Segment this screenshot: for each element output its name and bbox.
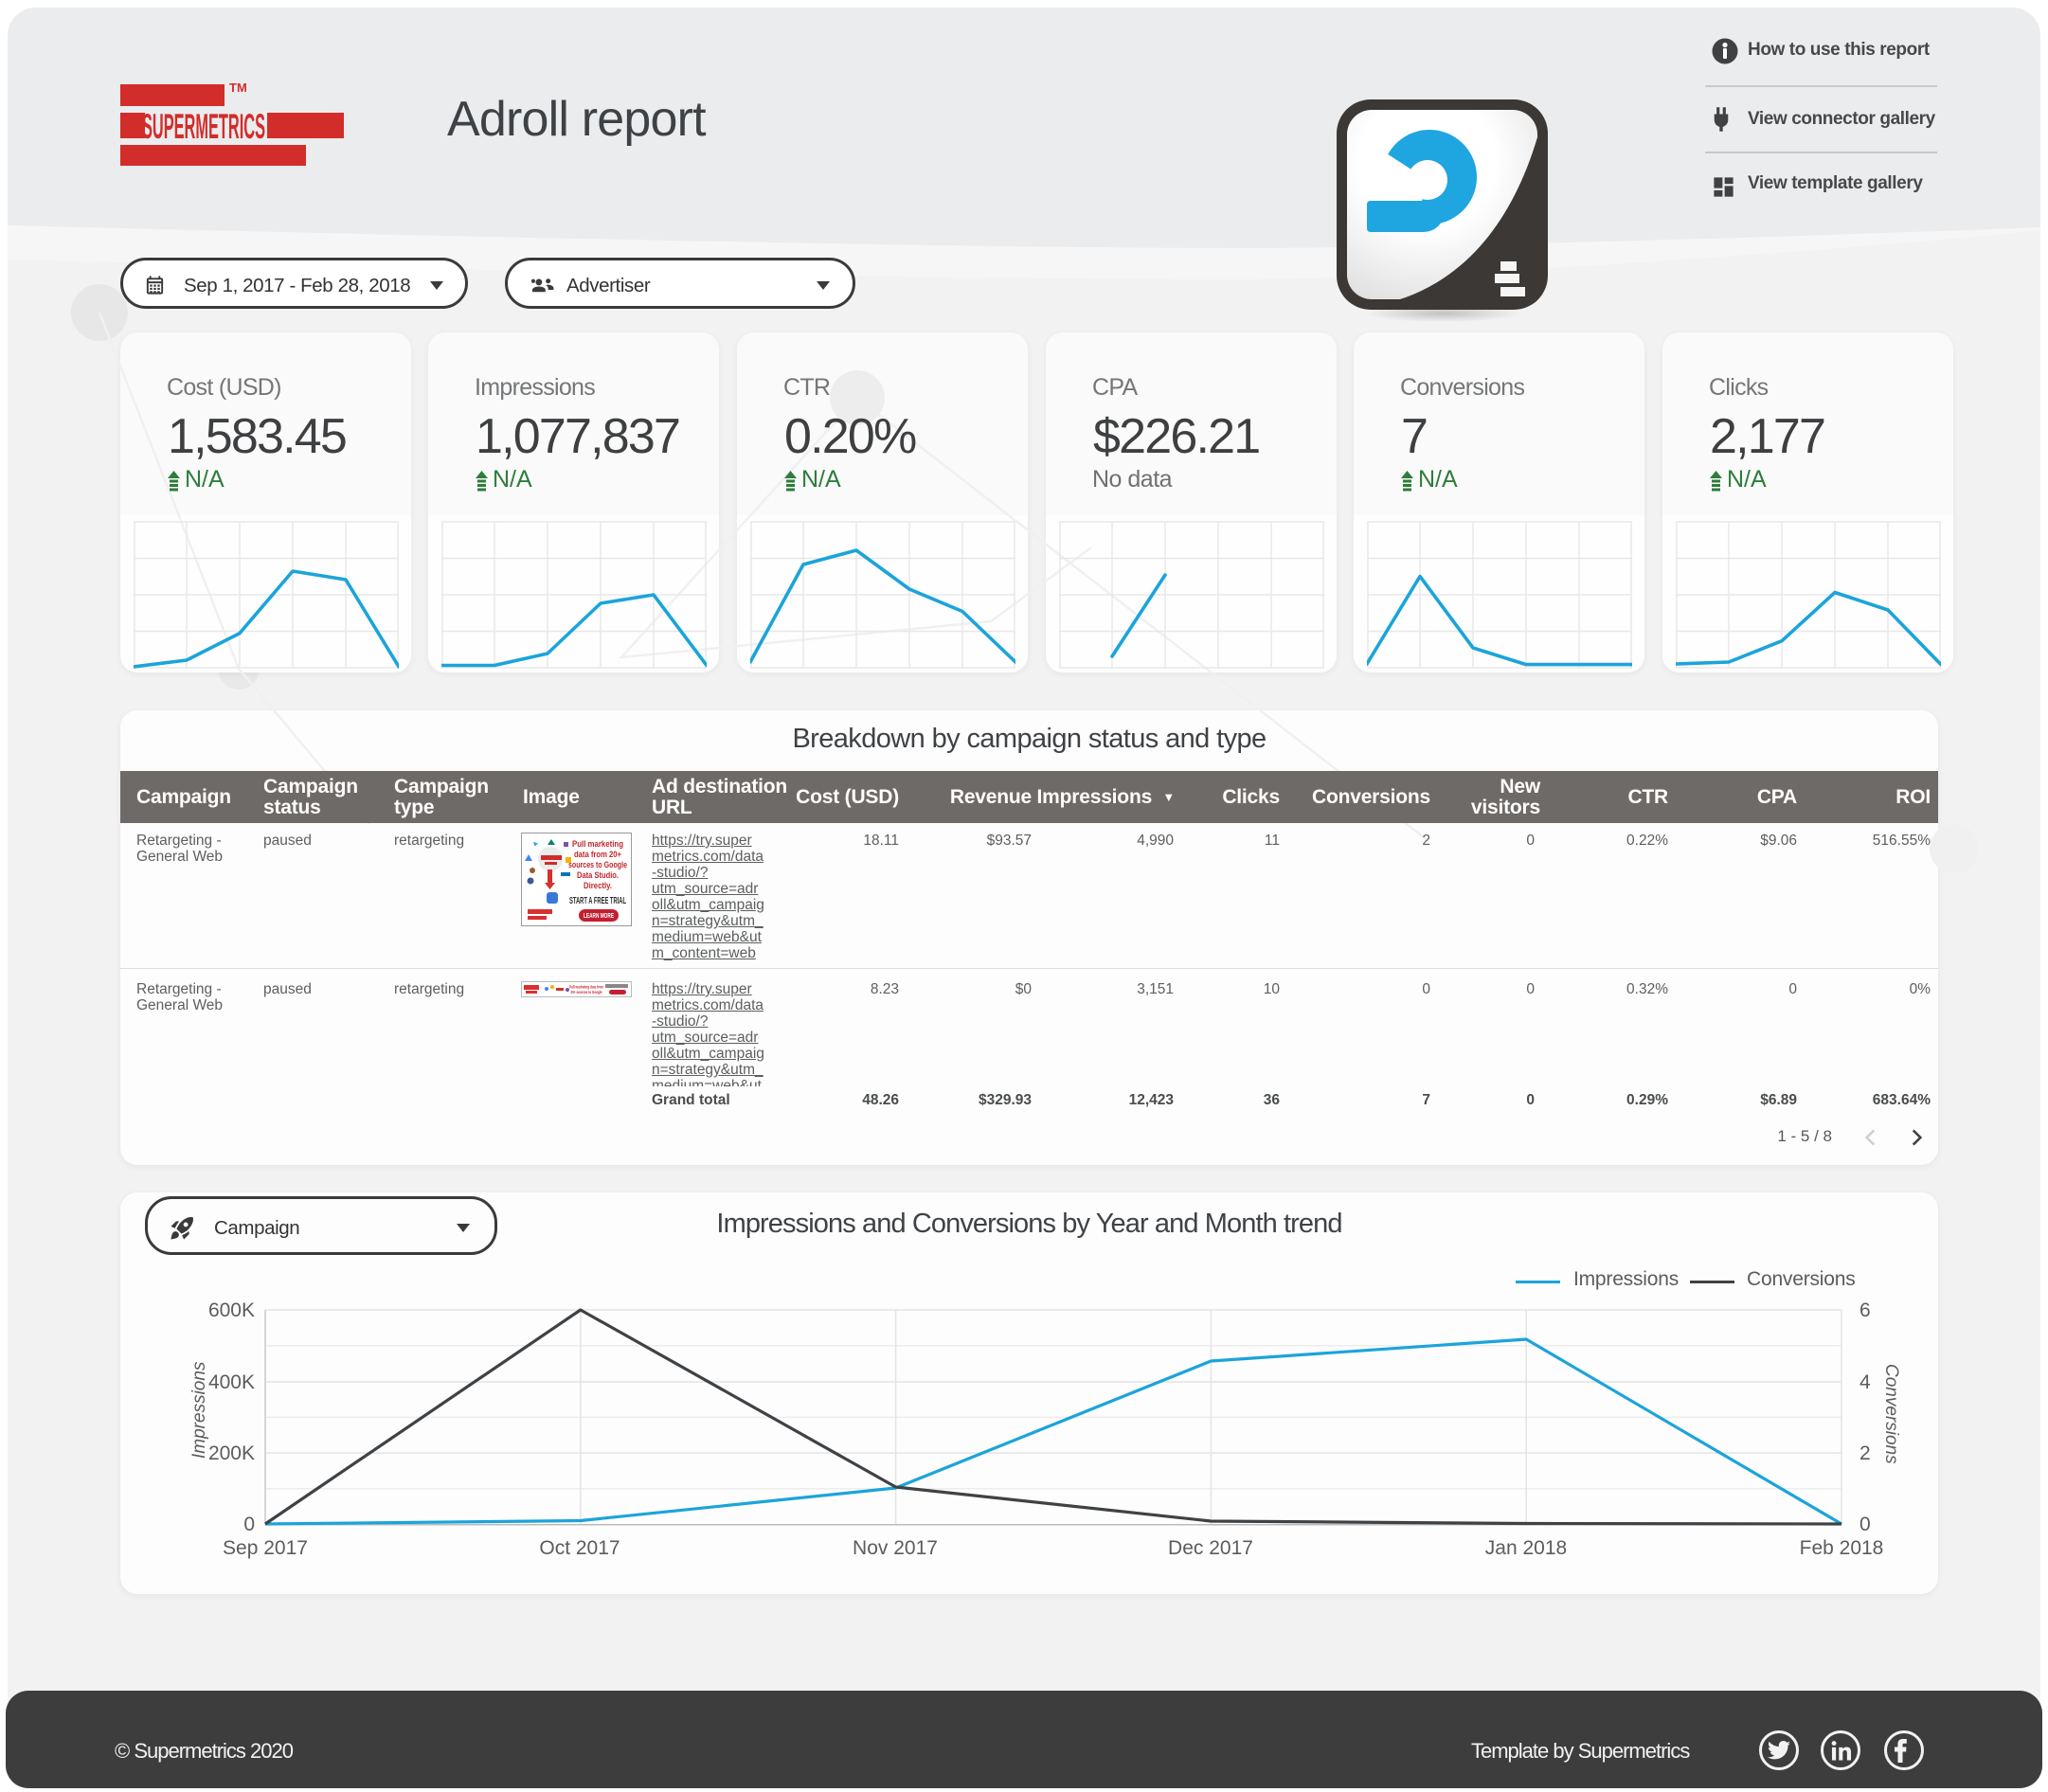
svg-text:data from 20+: data from 20+ bbox=[574, 850, 621, 859]
svg-text:20+ sources to Google: 20+ sources to Google bbox=[571, 990, 602, 995]
svg-text:Directly.: Directly. bbox=[584, 881, 612, 890]
svg-text:START A FREE TRIAL: START A FREE TRIAL bbox=[569, 896, 626, 906]
svg-text:SUPERMETRICS: SUPERMETRICS bbox=[142, 107, 265, 146]
svg-text:TM: TM bbox=[229, 81, 247, 95]
svg-text:sources to Google: sources to Google bbox=[568, 860, 627, 869]
svg-text:Data Studio.: Data Studio. bbox=[577, 870, 619, 880]
svg-text:LEARN MORE: LEARN MORE bbox=[584, 913, 614, 920]
svg-text:Pull marketing data from: Pull marketing data from bbox=[569, 985, 603, 990]
svg-text:Pull marketing: Pull marketing bbox=[572, 839, 623, 849]
